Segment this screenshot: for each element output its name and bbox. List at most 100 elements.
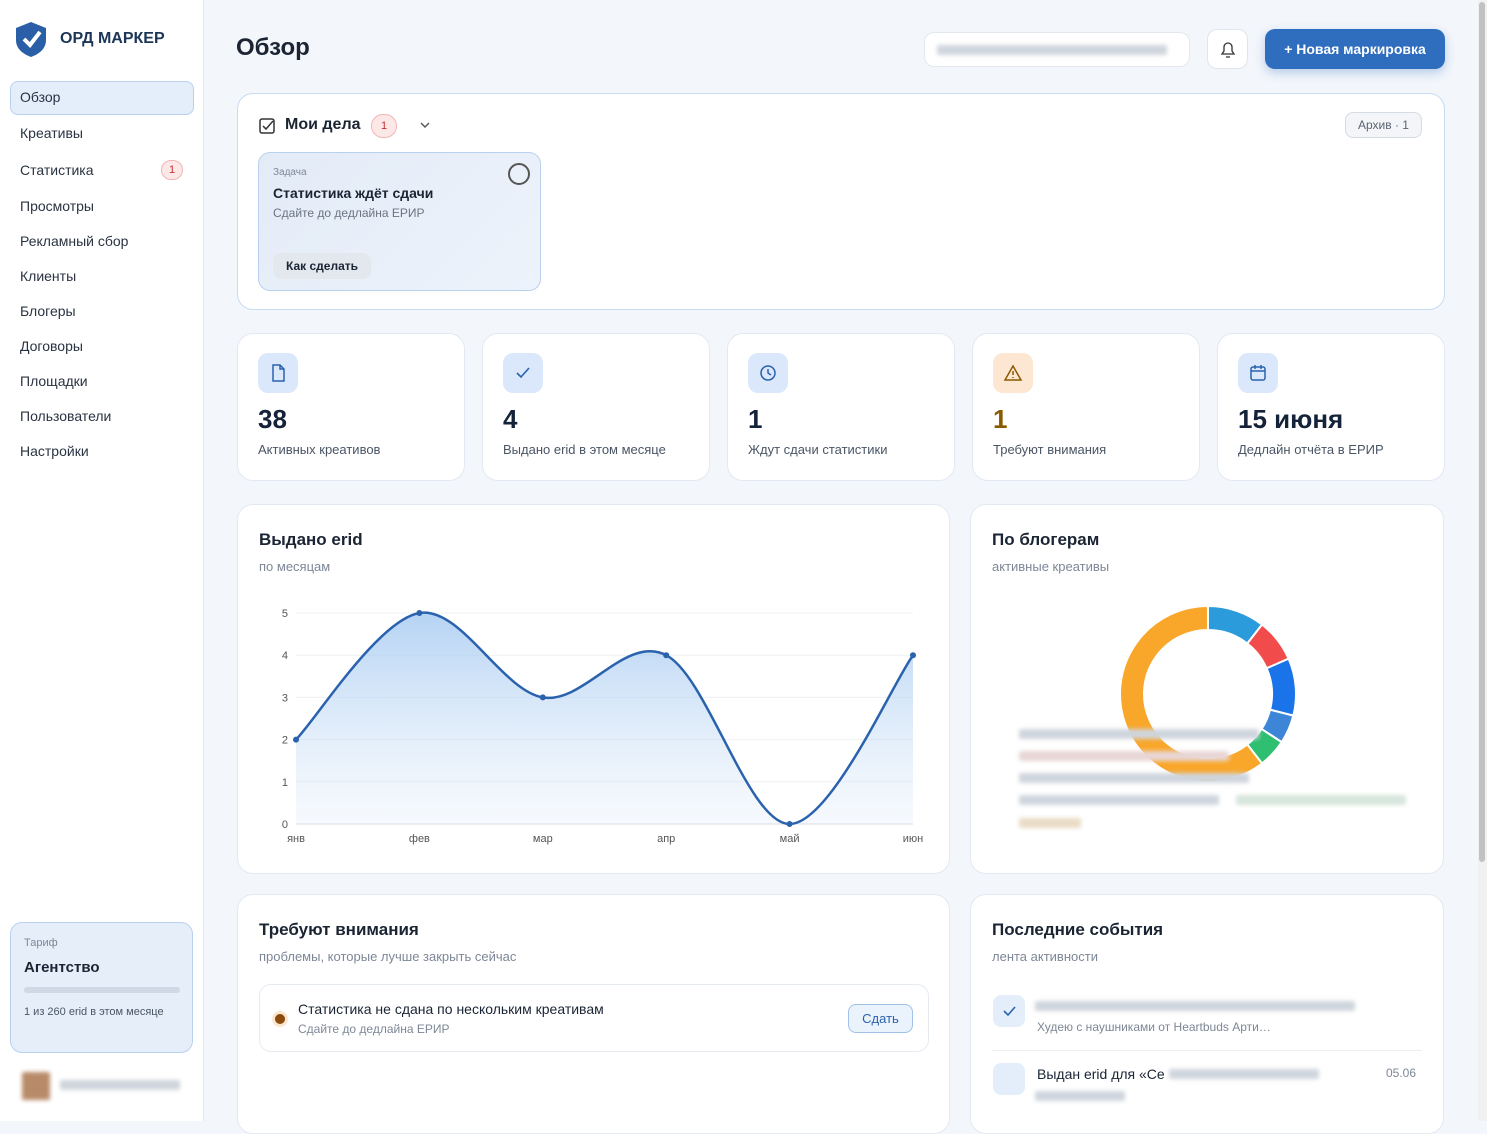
task-title: Статистика ждёт сдачи [273,185,434,201]
stat-icon [503,353,543,393]
line-chart: 0 1 2 3 4 5 янв фев мар апр май июн [282,608,923,845]
point [786,821,793,827]
stat-card: 4 Выдано erid в этом месяце [482,333,710,481]
attention-subtitle: проблемы, которые лучше закрыть сейчас [259,949,517,964]
events-card: Последние события лента активности Худею… [970,894,1444,1134]
nav-item[interactable]: Статистика [20,162,94,178]
stat-icon [258,353,298,393]
area [296,612,913,824]
stat-label: Выдано erid в этом месяце [503,442,666,457]
attention-card: Требуют внимания проблемы, которые лучше… [237,894,950,1134]
attention-item: Статистика не сдана по нескольким креати… [259,984,929,1052]
item-title: Статистика не сдана по нескольким креати… [298,1001,604,1017]
stat-icon [1238,353,1278,393]
point [910,652,916,659]
nav-item[interactable]: Настройки [20,443,89,459]
chart-subtitle: по месяцам [259,559,331,574]
page-title: Обзор [236,34,310,61]
nav-item[interactable]: Обзор [20,89,61,105]
stat-label: Ждут сдачи статистики [748,442,888,457]
stat-card: 1 Ждут сдачи статистики [727,333,955,481]
point [539,694,546,701]
stat-icon [993,353,1033,393]
attention-title: Требуют внимания [259,920,419,939]
stat-icon [748,353,788,393]
y-tick-label: 4 [282,650,288,662]
stat-value: 38 [258,404,287,434]
stat-value: 15 июня [1238,404,1344,434]
notifications[interactable] [1207,29,1248,69]
event-title: Выдан erid для «Се [1037,1066,1165,1082]
events-subtitle: лента активности [992,949,1098,964]
tasks-toggle[interactable] [419,119,431,131]
y-tick-label: 2 [282,735,288,747]
stat-value: 1 [748,404,763,434]
donut-segment [1265,657,1297,717]
events-title: Последние события [992,920,1164,939]
plan-progress [24,987,180,993]
nav-item[interactable]: Рекламный сбор [20,233,129,249]
tasks-count: 1 [371,114,397,138]
plan-label: Тариф [24,937,58,949]
x-tick-label: янв [287,833,305,845]
y-tick-label: 5 [282,608,288,620]
nav-badge: 1 [161,160,183,180]
bloggers-card: По блогерам активные креативы [970,504,1444,874]
search[interactable] [924,32,1190,67]
task-subtitle: Сдайте до дедлайна ЕРИР [273,206,425,220]
x-tick-label: мар [533,833,553,845]
nav-item[interactable]: Блогеры [20,303,76,319]
x-tick-label: фев [409,833,430,845]
nav-item[interactable]: Площадки [20,373,88,389]
sidebar: ОРД МАРКЕР Обзор Креативы Статистика Просмо… [0,0,204,1121]
nav-active [10,81,194,115]
tasks-title: Мои дела [285,116,361,133]
new-button[interactable]: + Новая маркировка [1265,29,1445,69]
stat-card: 1 Требуют внимания [972,333,1200,481]
event-text: Худею с наушниками от Heartbuds Арти… [1037,1020,1271,1034]
stat-label: Активных креативов [258,442,381,457]
nav-item[interactable]: Договоры [20,338,83,354]
y-tick-label: 1 [282,777,288,789]
scrollbar[interactable] [1478,0,1487,1121]
nav-item[interactable]: Креативы [20,125,83,141]
tasks-icon [259,118,275,134]
plan-name: Агентство [24,959,100,976]
point [416,610,423,616]
task-card[interactable]: Задача Статистика ждёт сдачи Сдайте до д… [258,152,541,291]
event-icon [993,995,1025,1027]
nav-item[interactable]: Просмотры [20,198,94,214]
task-check[interactable] [508,163,530,185]
avatar [22,1072,50,1100]
nav-item[interactable]: Пользователи [20,408,112,424]
item-subtitle: Сдайте до дедлайна ЕРИР [298,1022,450,1036]
event-date: 05.06 [1386,1066,1417,1080]
tasks-card: Мои дела 1 Архив · 1 Задача Статистика ж… [237,93,1445,310]
chart-title: По блогерам [992,530,1100,549]
stat-card: 15 июня Дедлайн отчёта в ЕРИР [1217,333,1445,481]
plan-box: Тариф Агентство 1 из 260 erid в этом мес… [10,922,193,1053]
stat-label: Дедлайн отчёта в ЕРИР [1238,442,1384,457]
point [663,652,670,659]
x-tick-label: май [780,833,800,845]
y-tick-label: 0 [282,819,288,831]
archive-button[interactable]: Архив · 1 [1345,112,1422,138]
divider [992,1050,1422,1051]
brand: ОРД МАРКЕР [60,30,165,47]
x-tick-label: апр [657,833,675,845]
point [293,736,299,743]
stat-card: 38 Активных креативов [237,333,465,481]
status-dot [275,1014,285,1024]
task-kind: Задача [273,167,307,178]
nav-item[interactable]: Клиенты [20,268,77,284]
stat-label: Требуют внимания [993,442,1107,457]
erid-chart-card: Выдано erid по месяцам 0 1 2 3 4 5 янв фев мар ап… [237,504,950,874]
y-tick-label: 3 [282,692,288,704]
plan-usage: 1 из 260 erid в этом месяце [24,1006,164,1018]
stat-value: 4 [503,404,518,434]
task-button[interactable]: Как сделать [273,253,371,279]
chart-title: Выдано erid [259,530,363,549]
line [295,611,915,826]
logo [16,22,46,57]
item-button[interactable]: Сдать [848,1004,913,1033]
